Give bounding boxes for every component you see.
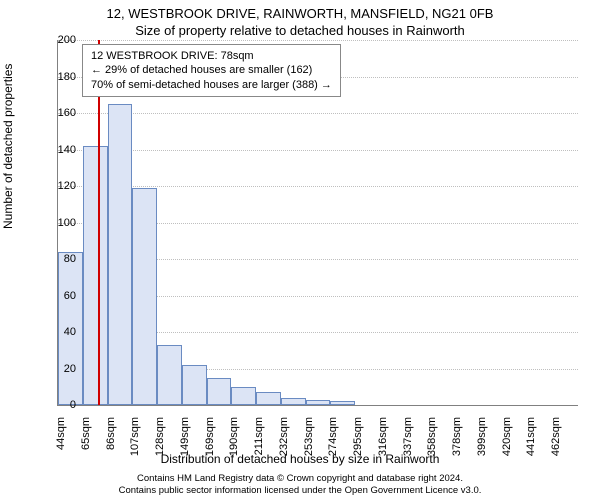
histogram-bar	[306, 400, 331, 405]
x-tick-label: 190sqm	[228, 417, 240, 461]
page-subtitle: Size of property relative to detached ho…	[0, 21, 600, 38]
y-tick-label: 80	[51, 253, 76, 265]
histogram-bar	[108, 104, 133, 405]
x-tick-label: 399sqm	[476, 417, 488, 461]
x-tick-label: 420sqm	[501, 417, 513, 461]
histogram-bar	[132, 188, 157, 405]
x-tick-label: 128sqm	[154, 417, 166, 461]
histogram-bar	[182, 365, 207, 405]
x-tick-label: 462sqm	[550, 417, 562, 461]
y-tick-label: 20	[51, 363, 76, 375]
histogram-bar	[83, 146, 108, 405]
x-tick-label: 358sqm	[426, 417, 438, 461]
page-title: 12, WESTBROOK DRIVE, RAINWORTH, MANSFIEL…	[0, 0, 600, 21]
y-tick-label: 200	[51, 34, 76, 46]
footer-line-1: Contains HM Land Registry data © Crown c…	[0, 473, 600, 485]
x-tick-label: 253sqm	[303, 417, 315, 461]
y-tick-label: 40	[51, 326, 76, 338]
x-tick-label: 232sqm	[278, 417, 290, 461]
footer-line-2: Contains public sector information licen…	[0, 485, 600, 497]
histogram-bar	[157, 345, 182, 405]
info-line-larger: 70% of semi-detached houses are larger (…	[91, 78, 332, 92]
grid-line	[58, 40, 578, 41]
y-tick-label: 160	[51, 107, 76, 119]
x-tick-label: 295sqm	[352, 417, 364, 461]
x-tick-label: 378sqm	[451, 417, 463, 461]
y-axis-label: Number of detached properties	[1, 64, 15, 229]
x-tick-label: 274sqm	[327, 417, 339, 461]
y-tick-label: 100	[51, 217, 76, 229]
grid-line	[58, 113, 578, 114]
x-tick-label: 65sqm	[80, 417, 92, 461]
property-info-box: 12 WESTBROOK DRIVE: 78sqm ← 29% of detac…	[82, 44, 341, 97]
x-tick-label: 316sqm	[377, 417, 389, 461]
x-tick-label: 169sqm	[204, 417, 216, 461]
info-line-property: 12 WESTBROOK DRIVE: 78sqm	[91, 49, 332, 63]
y-tick-label: 120	[51, 180, 76, 192]
copyright-footer: Contains HM Land Registry data © Crown c…	[0, 473, 600, 497]
histogram-bar	[330, 401, 355, 405]
y-tick-label: 60	[51, 290, 76, 302]
x-tick-label: 86sqm	[105, 417, 117, 461]
x-tick-label: 44sqm	[55, 417, 67, 461]
y-tick-label: 180	[51, 71, 76, 83]
x-tick-label: 337sqm	[402, 417, 414, 461]
histogram-bar	[256, 392, 281, 405]
info-line-smaller: ← 29% of detached houses are smaller (16…	[91, 63, 332, 77]
x-tick-label: 211sqm	[253, 417, 265, 461]
x-tick-label: 149sqm	[179, 417, 191, 461]
histogram-bar	[207, 378, 232, 405]
histogram-bar	[231, 387, 256, 405]
y-tick-label: 140	[51, 144, 76, 156]
histogram-bar	[281, 398, 306, 405]
x-tick-label: 107sqm	[129, 417, 141, 461]
x-tick-label: 441sqm	[525, 417, 537, 461]
y-tick-label: 0	[51, 399, 76, 411]
grid-line	[58, 150, 578, 151]
